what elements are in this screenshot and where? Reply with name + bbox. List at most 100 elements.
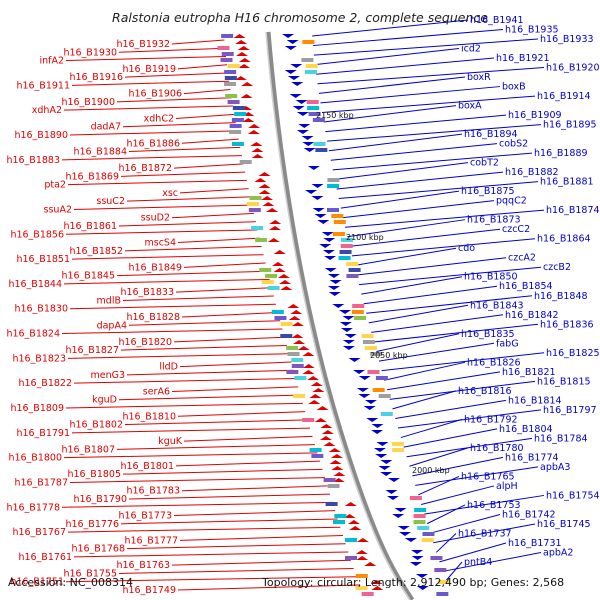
feature-color-block bbox=[280, 334, 293, 338]
feature-color-block bbox=[422, 532, 435, 536]
gene-label-left: h16_B1761 bbox=[18, 552, 72, 563]
forward-gene-arrow bbox=[302, 370, 315, 374]
reverse-gene-arrow bbox=[409, 562, 422, 566]
forward-gene-arrow bbox=[321, 430, 334, 434]
gene-label-left: h16_B1822 bbox=[18, 378, 72, 389]
gene-label-left: h16_B1791 bbox=[16, 428, 70, 439]
reverse-gene-arrow bbox=[371, 430, 384, 434]
label-leader-left bbox=[69, 130, 238, 136]
forward-gene-arrow bbox=[316, 406, 329, 410]
reverse-gene-arrow bbox=[322, 250, 335, 254]
feature-color-block bbox=[327, 484, 340, 488]
label-leader-left bbox=[126, 369, 294, 376]
forward-gene-arrow bbox=[333, 472, 346, 476]
reverse-gene-arrow bbox=[416, 586, 429, 590]
forward-gene-arrow bbox=[297, 346, 310, 350]
gene-label-left: h16_B1916 bbox=[69, 72, 123, 83]
label-leader-left bbox=[171, 386, 299, 392]
reverse-gene-arrow bbox=[394, 508, 407, 512]
label-leader-left bbox=[65, 576, 357, 583]
gene-label-left: h16_B1845 bbox=[61, 271, 115, 282]
feature-color-block bbox=[308, 112, 321, 116]
feature-color-block bbox=[234, 112, 247, 116]
gene-label-left: lldD bbox=[159, 362, 178, 373]
label-leader-right bbox=[320, 86, 501, 104]
label-leader-right bbox=[328, 133, 463, 152]
gene-label-left: h16_B1932 bbox=[116, 39, 170, 50]
gene-label-left: h16_B1805 bbox=[67, 469, 121, 480]
feature-color-block bbox=[307, 106, 320, 110]
gene-label-right: h16_B1894 bbox=[464, 129, 518, 140]
forward-gene-arrow bbox=[258, 184, 271, 188]
gene-label-left: h16_B1849 bbox=[128, 262, 182, 273]
label-leader-right bbox=[356, 257, 507, 276]
forward-gene-arrow bbox=[364, 562, 377, 566]
gene-label-right: h16_B1920 bbox=[546, 63, 600, 74]
gene-label-left: h16_B1883 bbox=[6, 155, 60, 166]
reverse-gene-arrow bbox=[289, 94, 302, 98]
reverse-gene-arrow bbox=[371, 424, 384, 428]
label-leader-right bbox=[424, 494, 545, 515]
feature-color-block bbox=[355, 586, 368, 590]
reverse-gene-arrow bbox=[356, 388, 369, 392]
label-leader-left bbox=[73, 378, 296, 384]
feature-color-block bbox=[229, 130, 242, 134]
feature-color-block bbox=[302, 40, 315, 44]
gene-label-right: boxA bbox=[458, 101, 482, 112]
figure-title: Ralstonia eutropha H16 chromosome 2, com… bbox=[112, 10, 488, 25]
gene-label-right: h16_B1881 bbox=[540, 177, 594, 188]
feature-color-block bbox=[362, 340, 375, 344]
feature-color-block bbox=[315, 148, 328, 152]
reverse-gene-arrow bbox=[321, 232, 334, 236]
label-leader-right bbox=[338, 181, 539, 200]
label-leader-left bbox=[128, 493, 330, 500]
gene-label-left: dadA7 bbox=[91, 122, 121, 133]
reverse-gene-arrow bbox=[324, 268, 337, 272]
feature-color-block bbox=[351, 310, 364, 314]
gene-label-left: h16_B1930 bbox=[63, 47, 117, 58]
forward-gene-arrow bbox=[247, 130, 260, 134]
label-leader-right bbox=[316, 57, 495, 75]
label-leader-left bbox=[122, 122, 236, 128]
forward-gene-arrow bbox=[302, 352, 315, 356]
label-leader-left bbox=[118, 394, 301, 401]
gene-label-right: pntB4 bbox=[464, 557, 492, 568]
forward-gene-arrow bbox=[254, 178, 267, 182]
gene-label-right: cdo bbox=[458, 243, 475, 254]
label-leader-left bbox=[177, 64, 228, 70]
feature-color-block bbox=[334, 514, 347, 518]
label-leader-left bbox=[120, 518, 338, 525]
reverse-gene-arrow bbox=[290, 64, 303, 68]
feature-color-block bbox=[286, 346, 299, 350]
feature-color-block bbox=[302, 418, 315, 422]
label-leader-left bbox=[175, 287, 272, 293]
label-leader-left bbox=[124, 419, 308, 426]
label-leader-right bbox=[336, 171, 504, 190]
label-leader-left bbox=[122, 295, 274, 301]
label-leader-left bbox=[122, 468, 323, 475]
forward-gene-arrow bbox=[347, 520, 360, 524]
forward-gene-arrow bbox=[371, 586, 384, 590]
reverse-gene-arrow bbox=[385, 490, 398, 494]
gene-label-left: h16_B1844 bbox=[8, 279, 62, 290]
label-leader-left bbox=[181, 138, 239, 144]
gene-label-right: h16_B1895 bbox=[543, 120, 597, 131]
label-leader-right bbox=[312, 19, 469, 37]
gene-label-left: h16_B1755 bbox=[63, 568, 117, 579]
gene-label-left: kguD bbox=[92, 395, 117, 406]
label-leader-right bbox=[426, 504, 466, 525]
reverse-gene-arrow bbox=[307, 166, 320, 170]
forward-gene-arrow bbox=[235, 52, 248, 56]
feature-color-block bbox=[311, 454, 324, 458]
feature-color-block bbox=[380, 412, 393, 416]
feature-color-block bbox=[361, 334, 374, 338]
feature-color-block bbox=[231, 118, 244, 122]
reverse-gene-arrow bbox=[342, 316, 355, 320]
gene-label-left: ssuA2 bbox=[44, 204, 72, 215]
feature-color-block bbox=[417, 526, 430, 530]
label-leader-left bbox=[171, 559, 351, 566]
gene-label-right: h16_B1864 bbox=[537, 234, 591, 245]
label-leader-right bbox=[418, 475, 460, 496]
label-leader-left bbox=[116, 270, 268, 277]
